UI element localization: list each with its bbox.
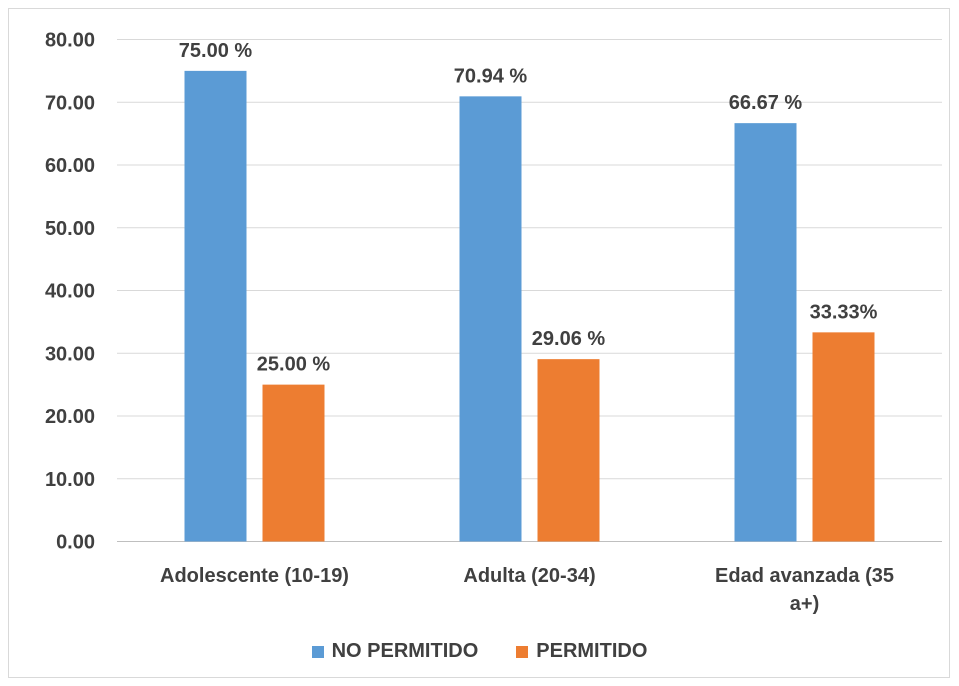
legend-label-no-permitido: NO PERMITIDO bbox=[331, 640, 479, 662]
legend-label-permitido: PERMITIDO bbox=[536, 640, 648, 662]
legend-swatch-no-permitido bbox=[311, 645, 324, 658]
bars bbox=[184, 70, 875, 542]
y-tick-label: 30.00 bbox=[45, 343, 95, 365]
y-tick-label: 20.00 bbox=[45, 406, 95, 428]
category-label: Edad avanzada (35 bbox=[715, 565, 894, 587]
x-axis-categories: Adolescente (10-19) Adulta (20-34) Edad av… bbox=[160, 565, 894, 615]
y-tick-label: 10.00 bbox=[45, 469, 95, 491]
y-axis-ticks: 0.00 10.00 20.00 30.00 40.00 50.00 60.00 70.00 8… bbox=[45, 30, 95, 554]
y-tick-label: 60.00 bbox=[45, 155, 95, 177]
y-tick-label: 0.00 bbox=[56, 532, 95, 554]
bar-no-permitido bbox=[459, 96, 522, 542]
legend: NO PERMITIDO PERMITIDO bbox=[0, 640, 959, 663]
bar-permitido bbox=[537, 359, 600, 542]
gridlines bbox=[117, 39, 942, 542]
bar-permitido bbox=[812, 332, 875, 542]
data-label: 70.94 % bbox=[454, 65, 528, 87]
y-tick-label: 70.00 bbox=[45, 92, 95, 114]
category-label: Adolescente (10-19) bbox=[160, 565, 349, 587]
category-label: Adulta (20-34) bbox=[463, 565, 595, 587]
y-tick-label: 40.00 bbox=[45, 281, 95, 303]
data-labels: 75.00 % 25.00 % 70.94 % 29.06 % 66.67 % 33.33… bbox=[179, 40, 878, 376]
data-label: 25.00 % bbox=[257, 354, 331, 376]
bar-no-permitido bbox=[184, 70, 247, 542]
bar-permitido bbox=[262, 384, 325, 542]
data-label: 66.67 % bbox=[729, 92, 803, 114]
y-tick-label: 50.00 bbox=[45, 218, 95, 240]
bar-no-permitido bbox=[734, 123, 797, 542]
data-label: 33.33% bbox=[810, 301, 878, 323]
legend-swatch-permitido bbox=[516, 645, 529, 658]
category-label: a+) bbox=[790, 593, 819, 615]
data-label: 29.06 % bbox=[532, 328, 606, 350]
y-tick-label: 80.00 bbox=[45, 30, 95, 52]
data-label: 75.00 % bbox=[179, 40, 253, 62]
legend-item-permitido: PERMITIDO bbox=[516, 640, 647, 663]
legend-item-no-permitido: NO PERMITIDO bbox=[311, 640, 479, 663]
